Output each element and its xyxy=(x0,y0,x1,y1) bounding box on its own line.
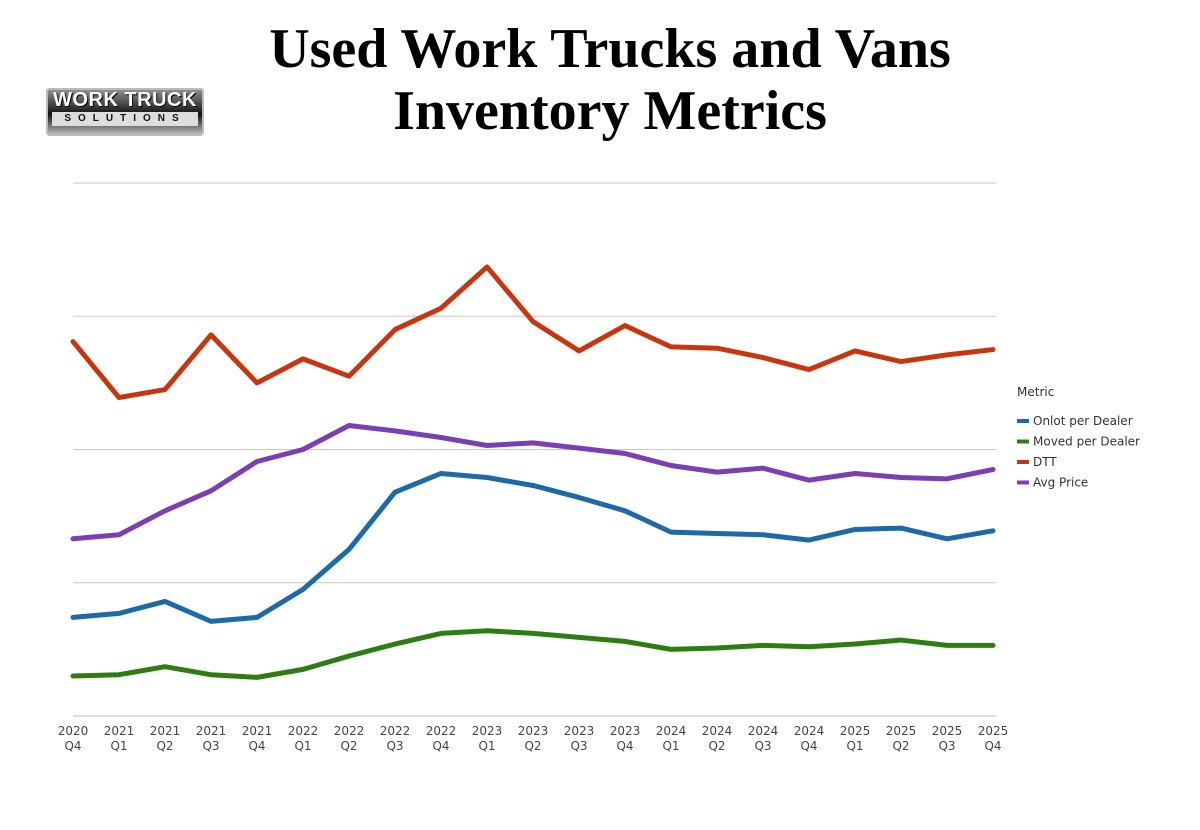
x-tick-label: 2023 Q2 xyxy=(518,724,549,753)
x-tick-label: 2021 Q2 xyxy=(150,724,181,753)
x-tick-label: 2024 Q3 xyxy=(748,724,779,753)
x-tick-label: 2022 Q1 xyxy=(288,724,319,753)
series-line-dtt xyxy=(70,264,996,401)
x-tick-label: 2023 Q4 xyxy=(610,724,641,753)
chart-title-line-1: Used Work Trucks and Vans xyxy=(269,18,951,80)
x-tick-label: 2025 Q1 xyxy=(840,724,871,753)
x-tick-label: 2021 Q1 xyxy=(104,724,135,753)
legend-item: Moved per Dealer xyxy=(1033,435,1140,449)
x-tick-label: 2022 Q2 xyxy=(334,724,365,753)
x-tick-label: 2022 Q3 xyxy=(380,724,411,753)
x-tick-label: 2024 Q2 xyxy=(702,724,733,753)
x-tick-label: 2025 Q2 xyxy=(886,724,917,753)
x-tick-label: 2023 Q3 xyxy=(564,724,595,753)
work-truck-solutions-logo: WORK TRUCK SOLUTIONS xyxy=(46,88,204,136)
logo-line-1: WORK TRUCK xyxy=(53,89,197,111)
x-tick-label: 2024 Q4 xyxy=(794,724,825,753)
chart-title-line-2: Inventory Metrics xyxy=(393,80,827,142)
x-tick-label: 2022 Q4 xyxy=(426,724,457,753)
chart-title: Used Work Trucks and Vans Inventory Metr… xyxy=(220,18,1000,142)
x-tick-label: 2023 Q1 xyxy=(472,724,503,753)
x-tick-label: 2021 Q3 xyxy=(196,724,227,753)
x-axis-ticks: 2020 Q4 2021 Q1 2021 Q2 2021 Q3 2021 Q4 2022 Q1 2022… xyxy=(58,724,1009,753)
x-tick-label: 2020 Q4 xyxy=(58,724,89,753)
series-line-avg-price xyxy=(70,423,996,542)
series-line-onlot-per-dealer xyxy=(70,470,996,624)
legend-title: Metric xyxy=(1017,385,1054,399)
legend-item: Avg Price xyxy=(1033,476,1088,490)
legend: Metric Onlot per Dealer Moved per Dealer D… xyxy=(1017,385,1140,490)
x-tick-label: 2024 Q1 xyxy=(656,724,687,753)
x-tick-label: 2025 Q4 xyxy=(978,724,1009,753)
x-tick-label: 2021 Q4 xyxy=(242,724,273,753)
series-line-moved-per-dealer xyxy=(70,628,996,680)
gridlines xyxy=(73,182,996,717)
legend-item: Onlot per Dealer xyxy=(1033,414,1133,428)
logo-line-2: SOLUTIONS xyxy=(52,112,198,126)
x-tick-label: 2025 Q3 xyxy=(932,724,963,753)
series-lines xyxy=(70,264,996,680)
legend-item: DTT xyxy=(1033,455,1057,469)
